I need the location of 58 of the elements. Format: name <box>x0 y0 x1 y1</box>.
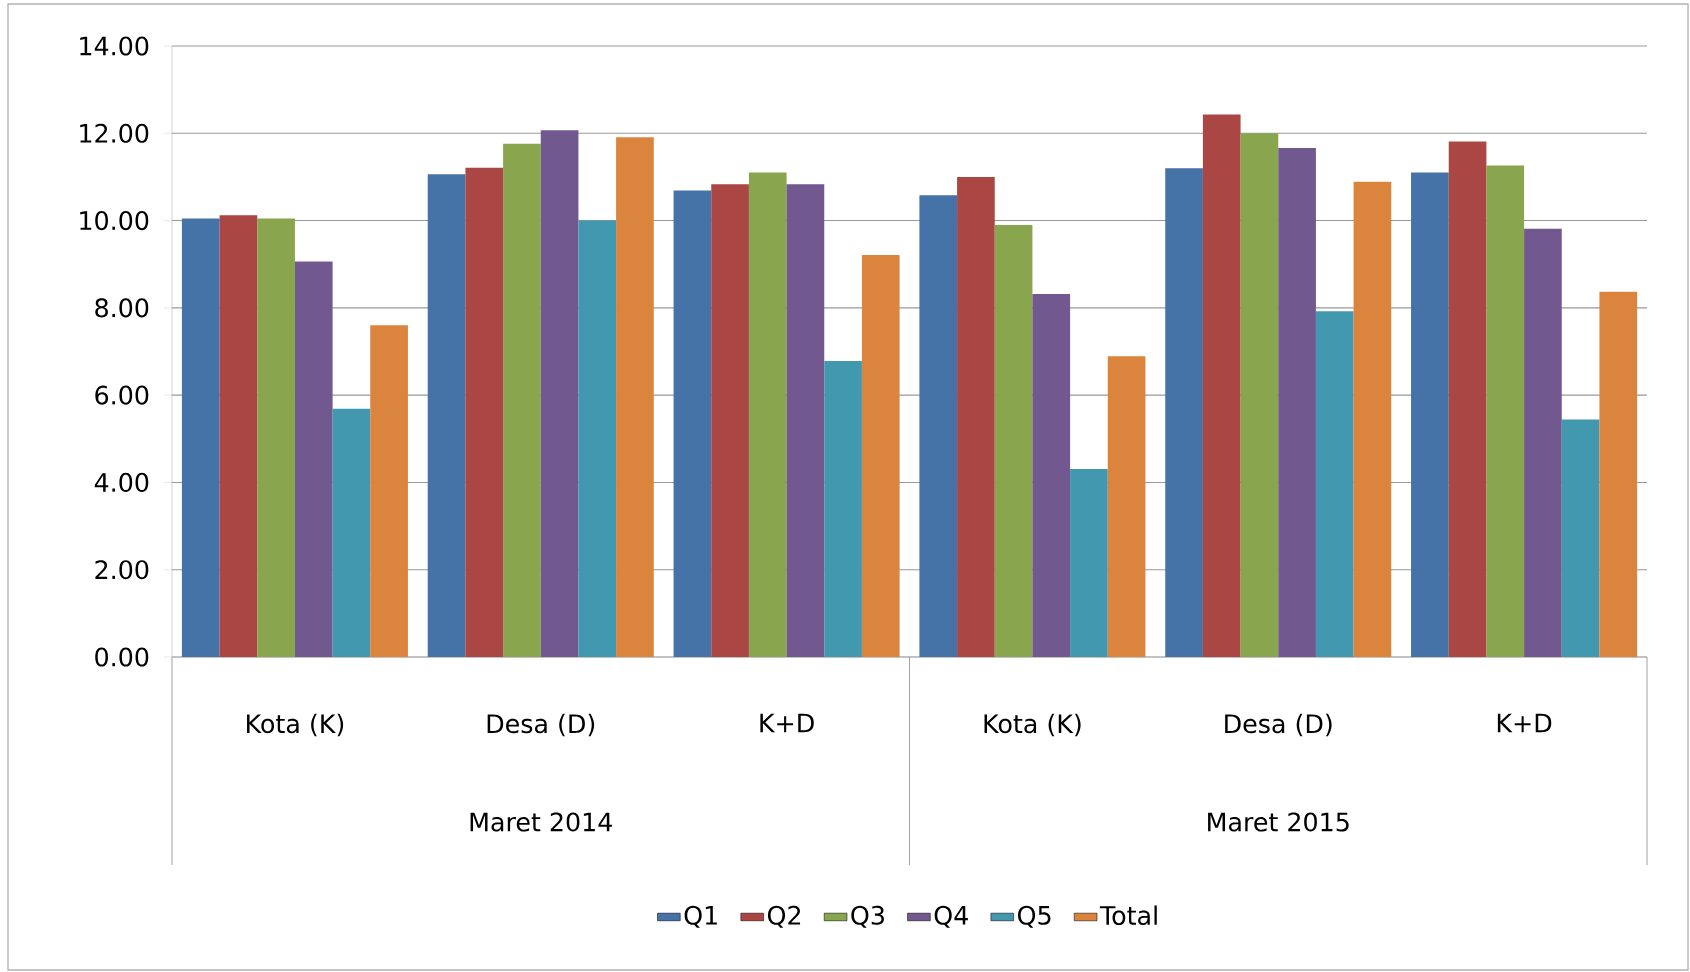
bar <box>1524 228 1562 657</box>
x-tick-label: K+D <box>760 713 814 733</box>
x-tick-label: Kota (K) <box>247 713 344 737</box>
y-tick-label: 2.00 <box>95 560 149 580</box>
bar <box>957 176 995 657</box>
bar <box>578 220 617 657</box>
bar <box>1315 311 1354 657</box>
bar <box>370 325 408 657</box>
bar <box>332 408 371 657</box>
legend-label: Q2 <box>767 905 801 928</box>
y-tick-label: 10.00 <box>80 210 149 231</box>
bar <box>1353 181 1392 657</box>
bar <box>1165 168 1203 657</box>
bar <box>219 215 258 657</box>
x-tick-label: Desa (D) <box>1225 713 1332 737</box>
bar <box>1599 291 1638 657</box>
bar <box>861 255 900 657</box>
bar <box>1486 165 1525 657</box>
bar <box>1070 468 1108 657</box>
bar <box>503 143 541 657</box>
x-tick-label: Kota (K) <box>984 713 1081 737</box>
legend-label: Q1 <box>684 905 717 928</box>
bar <box>919 195 958 657</box>
y-tick-label: 12.00 <box>80 123 149 143</box>
bar <box>994 224 1033 657</box>
text: Maret 2015 <box>1208 812 1349 832</box>
bar <box>1561 419 1600 657</box>
y-tick-label: 4.00 <box>94 472 149 493</box>
x-tick-label: K+D <box>1497 713 1552 733</box>
legend-label: Q3 <box>851 905 884 928</box>
bar <box>1278 148 1316 657</box>
bar <box>824 361 862 657</box>
text: Maret 2014 <box>470 812 612 832</box>
bar <box>294 261 333 657</box>
y-tick-label: 14.00 <box>80 36 149 56</box>
y-tick-label: 8.00 <box>95 298 149 318</box>
bar <box>1448 141 1487 657</box>
legend-label: Q4 <box>934 905 968 928</box>
bar <box>1107 356 1146 657</box>
x-tick-label: Desa (D) <box>487 713 595 737</box>
bar <box>786 184 825 657</box>
y-tick-label: 0.00 <box>95 647 149 667</box>
bar <box>1032 293 1071 657</box>
bar <box>1240 133 1279 657</box>
y-tick-label: 6.00 <box>95 385 149 405</box>
bar <box>540 130 579 657</box>
bar <box>616 137 654 657</box>
legend-label: Total <box>1099 905 1157 926</box>
bar <box>427 174 466 657</box>
legend-label: Q5 <box>1018 905 1051 928</box>
bar <box>1202 114 1241 657</box>
bar <box>181 218 220 657</box>
bar <box>257 218 295 657</box>
bar <box>673 190 712 657</box>
bar <box>711 184 749 657</box>
bar <box>748 172 787 657</box>
bar <box>465 167 504 657</box>
bar <box>1411 172 1449 657</box>
